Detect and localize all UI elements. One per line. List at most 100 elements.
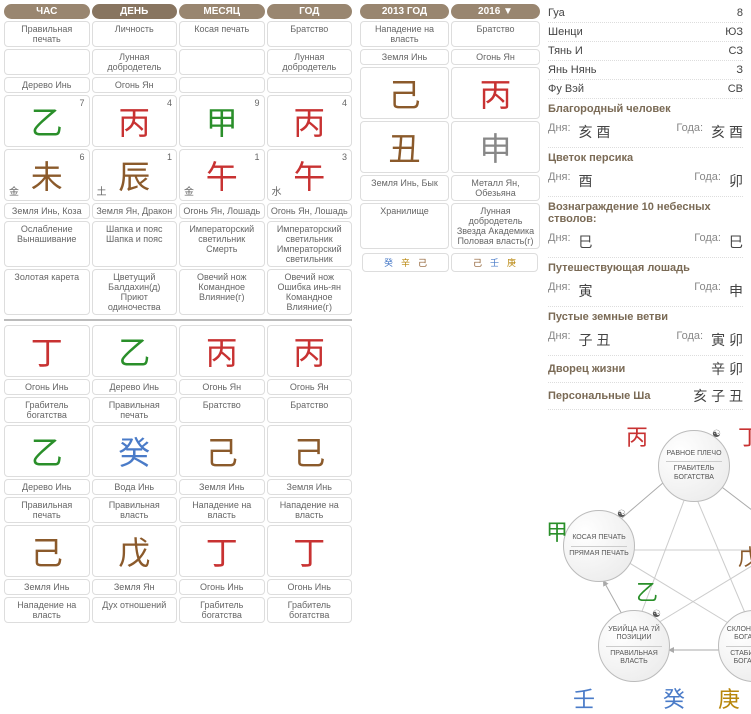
cell: Земля Ян [92,579,178,595]
cell: Земля Ян, Дракон [92,203,178,219]
glyph-cell: 丁 [4,325,90,377]
lower-row4: Правильная печатьПравильная власть Нападе… [4,497,352,523]
glyph: 辰 [118,152,150,198]
cell: Цветущий Балдахин(д) Приют одиночества [92,269,178,315]
cell: Грабитель богатства [267,597,353,623]
lower-row6: Нападение на властьДух отношенийГрабител… [4,597,352,623]
glyph: 乙 [118,328,150,374]
pillar-row2: Лунная добродетель Лунная добродетель [4,49,352,75]
year-row6: ХранилищеЛунная добродетель Звезда Акаде… [360,203,540,249]
glyph-cell: 己 [179,425,265,477]
cell: Огонь Ян, Лошадь [179,203,265,219]
cell: Братство [267,21,353,47]
pillar-header-ЧАС[interactable]: ЧАС [4,4,90,19]
cell: Дерево Инь [4,77,90,93]
cell: Овечий нож Командное Влияние(г) [179,269,265,315]
pillar-header-МЕСЯЦ[interactable]: МЕСЯЦ [179,4,265,19]
diagram-node: ☯КОСАЯ ПЕЧАТЬПРЯМАЯ ПЕЧАТЬ [563,510,635,582]
cell: Металл Ян, Обезьяна [451,175,540,201]
glyph-cell: 申 [451,121,540,173]
glyph: 未 [31,152,63,198]
sidebar-row: Гуа8 [548,4,743,23]
glyph-cell: 丑 [360,121,449,173]
year-row1: Нападение на властьБратство [360,21,540,47]
diagram-label: 庚 [718,682,740,714]
diagram-label: 甲 [546,515,568,547]
glyph-cell: 癸 [92,425,178,477]
cell: Огонь Ян [267,379,353,395]
cell: Огонь Ян [179,379,265,395]
lower-row2: Грабитель богатстваПравильная печатьБрат… [4,397,352,423]
year-row5: Земля Инь, БыкМеталл Ян, Обезьяна [360,175,540,201]
pillars-panel: ЧАСДЕНЬМЕСЯЦГОД Правильная печатьЛичност… [4,4,352,700]
pillar-branches: 未6金辰1土午1金午3水 [4,149,352,201]
glyph: 癸 [118,428,150,474]
lower-stems1: 丁乙丙丙 [4,325,352,377]
cell: Дерево Инь [4,479,90,495]
sidebar-section-title: Цветок персика [548,148,743,166]
glyph-cell: 辰1土 [92,149,178,201]
lower-stems3: 己戊丁丁 [4,525,352,577]
cell: Земля Инь [360,49,449,65]
cell: Братство [179,397,265,423]
glyph-cell: 乙 [4,425,90,477]
cell [267,77,353,93]
cell: Лунная добродетель [267,49,353,75]
glyph: 丙 [206,328,238,374]
cell: Нападение на власть [267,497,353,523]
cell: Шапка и пояс Шапка и пояс [92,221,178,267]
year-header[interactable]: 2016 ▼ [451,4,540,19]
glyph: 戊 [118,528,150,574]
glyph-cell: 己 [4,525,90,577]
five-elements-diagram: ☯РАВНОЕ ПЛЕЧОГРАБИТЕЛЬ БОГАТСТВА☯ДУХ ПИЩ… [548,420,751,700]
cell: Правильная печать [92,397,178,423]
glyph-cell: 丙 [451,67,540,119]
pillar-headers: ЧАСДЕНЬМЕСЯЦГОД [4,4,352,19]
cell: Дерево Инь [92,379,178,395]
sidebar-row: Янь НяньЗ [548,61,743,80]
cell: Лунная добродетель Звезда Академика Поло… [451,203,540,249]
diagram-node: ☯УБИЙЦА НА 7Й ПОЗИЦИИПРАВИЛЬНАЯ ВЛАСТЬ [598,610,670,682]
cell: Земля Инь, Бык [360,175,449,201]
glyph: 丁 [206,528,238,574]
cell [179,77,265,93]
cell: Земля Инь [179,479,265,495]
cell: Императорский светильник Смерть [179,221,265,267]
pillar-header-ДЕНЬ[interactable]: ДЕНЬ [92,4,178,19]
cell: Правильная власть [92,497,178,523]
cell: Земля Инь [4,579,90,595]
cell: Огонь Инь [267,579,353,595]
pillar-header-ГОД[interactable]: ГОД [267,4,353,19]
year-header[interactable]: 2013 ГОД [360,4,449,19]
cell: Вода Инь [92,479,178,495]
year-headers: 2013 ГОД2016 ▼ [360,4,540,19]
cell [4,49,90,75]
glyph: 己 [293,428,325,474]
glyph-cell: 乙 [92,325,178,377]
lower-row3: Дерево ИньВода ИньЗемля ИньЗемля Инь [4,479,352,495]
lower-row1: Огонь ИньДерево ИньОгонь ЯнОгонь Ян [4,379,352,395]
cell: Правильная печать [4,497,90,523]
diagram-node: ☯РАВНОЕ ПЛЕЧОГРАБИТЕЛЬ БОГАТСТВА [658,430,730,502]
diagram-label: 乙 [636,575,658,607]
pillar-row6: Земля Инь, КозаЗемля Ян, ДраконОгонь Ян,… [4,203,352,219]
sidebar-section-title: Пустые земные ветви [548,307,743,325]
glyph: 午 [293,152,325,198]
cell: Земля Инь, Коза [4,203,90,219]
cell: Ослабление Вынашивание [4,221,90,267]
glyph-cell: 丙4 [267,95,353,147]
cell: Земля Инь [267,479,353,495]
year-stems: 己丙 [360,67,540,119]
cell: Лунная добродетель [92,49,178,75]
cell: Огонь Инь [4,379,90,395]
pillar-row1: Правильная печатьЛичностьКосая печатьБра… [4,21,352,47]
glyph-cell: 丙4 [92,95,178,147]
cell: Грабитель богатства [4,397,90,423]
cell: Братство [267,397,353,423]
glyph: 乙 [31,428,63,474]
lower-stems2: 乙癸己己 [4,425,352,477]
cell: Огонь Инь [179,579,265,595]
glyph-cell: 乙7 [4,95,90,147]
glyph-cell: 己 [360,67,449,119]
cell: Грабитель богатства [179,597,265,623]
